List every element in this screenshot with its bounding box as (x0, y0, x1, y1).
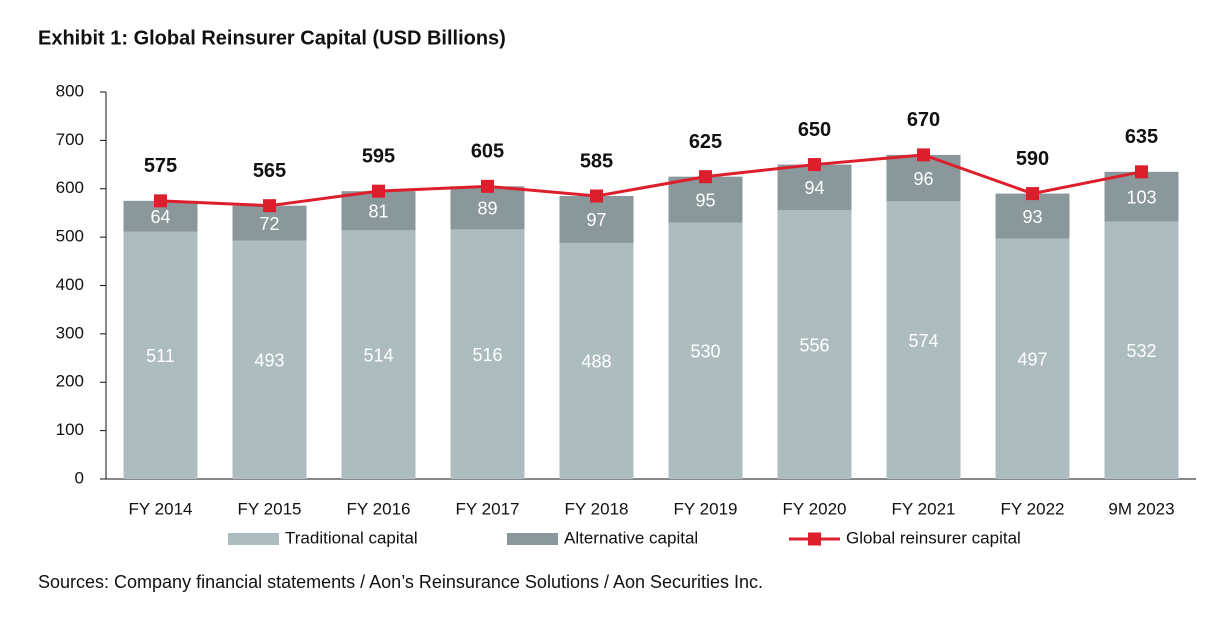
segment-label: 72 (259, 214, 279, 234)
line (160, 153, 1142, 208)
y-tick-label: 100 (56, 420, 84, 439)
x-tick-label: FY 2015 (238, 499, 302, 518)
bar-segment (1104, 171, 1179, 222)
segment-label: 96 (913, 169, 933, 189)
total-label: 575 (144, 155, 177, 177)
bar-segment (777, 210, 852, 479)
segment-label: 64 (150, 207, 170, 227)
x-tick-label: FY 2020 (783, 499, 847, 518)
y-tick-label: 500 (56, 227, 84, 246)
total-label: 635 (1125, 126, 1158, 148)
total-label: 565 (253, 160, 286, 182)
line-marker (699, 170, 712, 184)
bar-segment (777, 164, 852, 211)
x-tick-label: FY 2017 (456, 499, 520, 518)
source-note: Sources: Company financial statements / … (38, 572, 763, 592)
segment-label: 97 (586, 210, 606, 230)
line-marker (372, 184, 385, 198)
bar-segment (668, 222, 743, 480)
segment-label: 532 (1126, 341, 1156, 361)
bar-segment (341, 230, 416, 479)
y-tick-label: 800 (56, 81, 84, 100)
segment-label: 556 (799, 335, 829, 355)
segment-label: 497 (1017, 350, 1047, 370)
segment-label: 530 (690, 342, 720, 362)
legend-label: Alternative capital (564, 528, 698, 547)
segment-label: 511 (146, 346, 175, 366)
x-tick-label: 9M 2023 (1108, 499, 1174, 518)
x-tick-label: FY 2019 (674, 499, 738, 518)
total-label: 625 (689, 131, 722, 153)
segment-label: 488 (581, 352, 611, 372)
chart-title: Exhibit 1: Global Reinsurer Capital (USD… (38, 27, 506, 49)
line-marker (590, 189, 603, 203)
line-marker (808, 158, 821, 172)
x-tick-label: FY 2014 (129, 499, 193, 518)
line-marker (1026, 187, 1039, 201)
line-marker (1135, 165, 1148, 179)
segment-label: 493 (254, 351, 284, 371)
bar-segment (559, 242, 634, 479)
total-label: 670 (907, 109, 940, 131)
legend-label: Global reinsurer capital (846, 528, 1021, 547)
total-label: 595 (362, 145, 395, 167)
x-tick-label: FY 2018 (565, 499, 629, 518)
bar-segment (559, 196, 634, 243)
bar-segment (668, 176, 743, 223)
y-tick-label: 300 (56, 323, 84, 342)
x-tick-label: FY 2021 (892, 499, 956, 518)
total-label: 585 (580, 150, 613, 172)
segment-label: 93 (1022, 207, 1042, 227)
bar-segment (450, 186, 525, 230)
bar-segment (450, 229, 525, 479)
y-tick-label: 600 (56, 178, 84, 197)
x-tick-label: FY 2022 (1001, 499, 1065, 518)
legend-swatch (507, 533, 558, 545)
bar-segment (1104, 221, 1179, 479)
segment-label: 89 (477, 199, 497, 219)
line-marker (154, 194, 167, 208)
total-label: 605 (471, 141, 504, 163)
legend-swatch (228, 533, 279, 545)
segment-label: 514 (363, 345, 393, 365)
bar-segment (123, 231, 198, 479)
bar-segment (341, 191, 416, 231)
bar-segment (995, 238, 1070, 479)
line-marker (263, 199, 276, 213)
total-label: 590 (1016, 148, 1049, 170)
segment-label: 103 (1126, 187, 1156, 207)
legend-marker (808, 532, 821, 546)
bar-segment (232, 240, 307, 479)
segment-label: 516 (472, 345, 502, 365)
segment-label: 81 (368, 202, 388, 222)
bar-segment (995, 193, 1070, 239)
legend-label: Traditional capital (285, 528, 418, 547)
line-marker (481, 179, 494, 193)
segment-label: 95 (695, 190, 715, 210)
y-tick-label: 200 (56, 372, 84, 391)
segment-label: 574 (908, 331, 938, 351)
bar-segment (886, 201, 961, 479)
y-tick-label: 700 (56, 130, 84, 149)
x-tick-label: FY 2016 (347, 499, 411, 518)
y-tick-label: 400 (56, 275, 84, 294)
segment-label: 94 (804, 178, 824, 198)
line-marker (917, 148, 930, 162)
total-label: 650 (798, 119, 831, 141)
y-tick-label: 0 (75, 468, 84, 487)
